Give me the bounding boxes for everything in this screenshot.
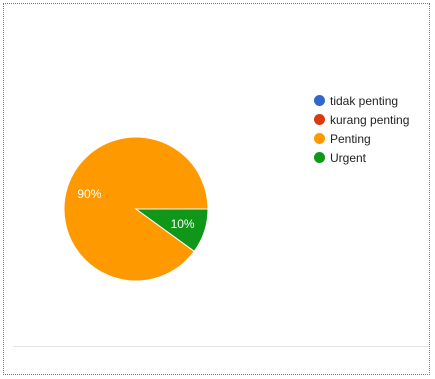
chart-legend: tidak penting kurang penting Penting Urg… (314, 91, 409, 167)
chart-bottom-divider (13, 346, 429, 347)
legend-swatch-penting (314, 133, 325, 144)
legend-item-urgent[interactable]: Urgent (314, 148, 409, 167)
legend-swatch-tidak-penting (314, 95, 325, 106)
legend-label-urgent: Urgent (330, 150, 367, 165)
legend-label-kurang-penting: kurang penting (330, 112, 410, 127)
legend-swatch-urgent (314, 152, 325, 163)
legend-item-penting[interactable]: Penting (314, 129, 409, 148)
pie-slice-urgent[interactable] (134, 208, 209, 253)
slice-label-penting: 90% (77, 187, 101, 201)
legend-item-tidak-penting[interactable]: tidak penting (314, 91, 409, 110)
legend-swatch-kurang-penting (314, 114, 325, 125)
legend-label-penting: Penting (330, 131, 371, 146)
legend-item-kurang-penting[interactable]: kurang penting (314, 110, 409, 129)
slice-label-urgent: 10% (171, 217, 195, 231)
legend-label-tidak-penting: tidak penting (330, 93, 399, 108)
